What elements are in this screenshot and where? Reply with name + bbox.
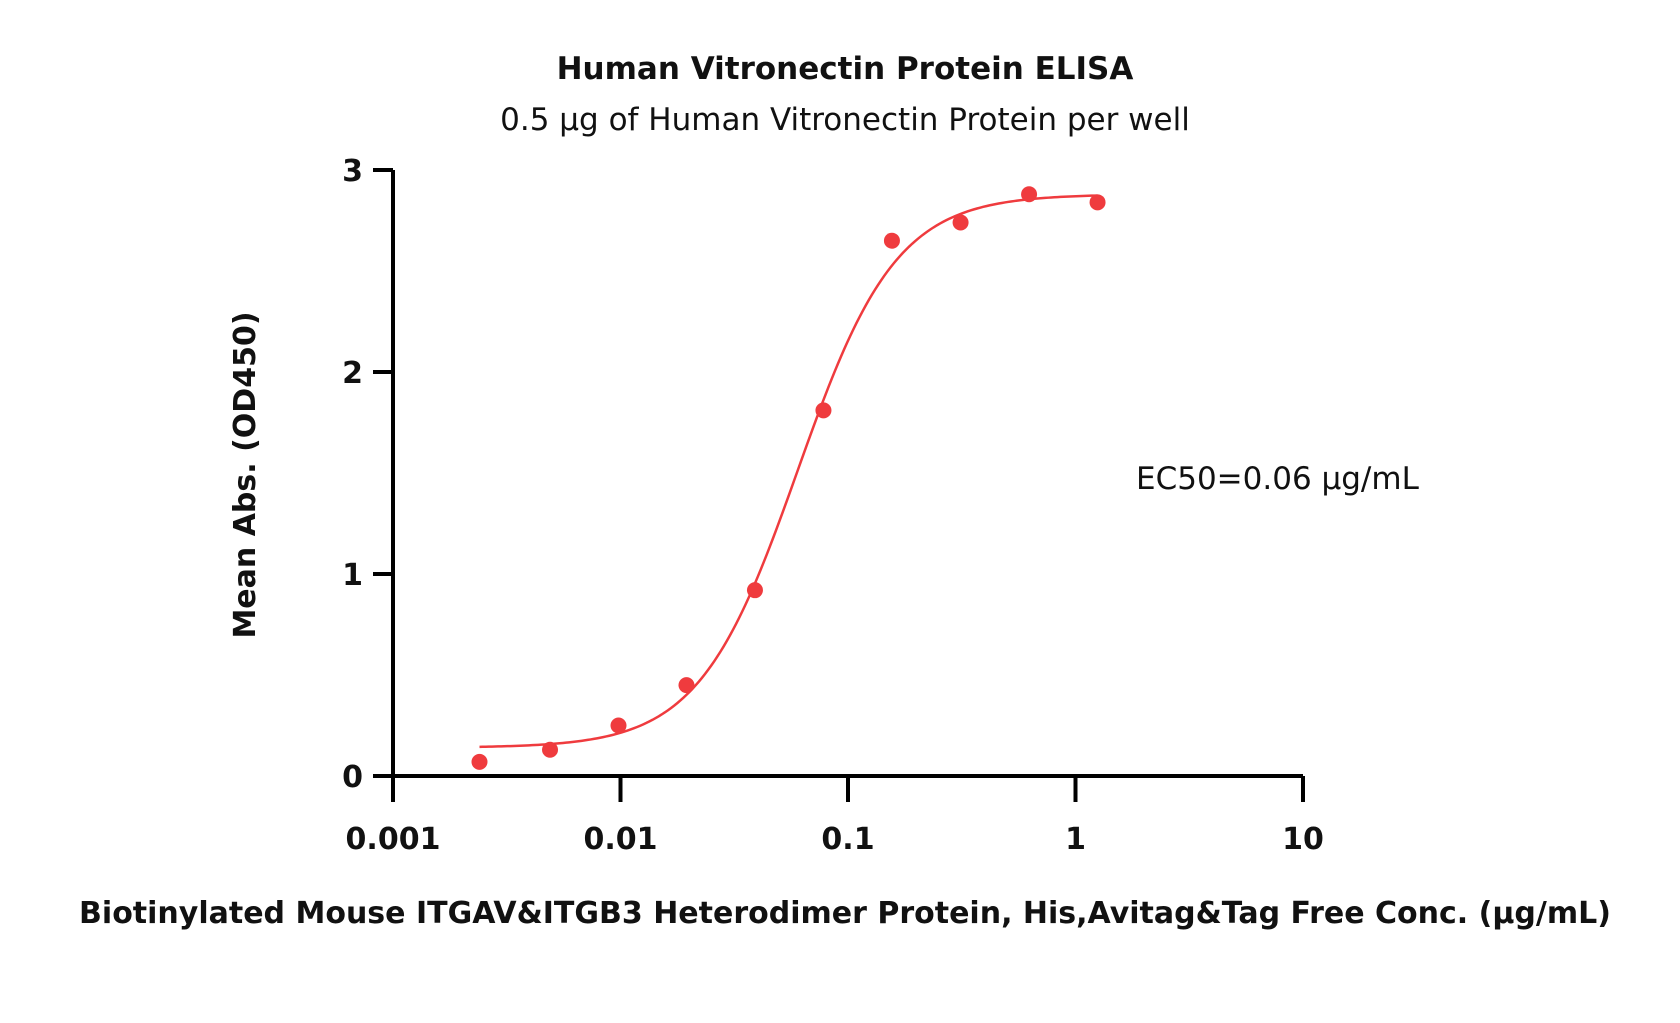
x-tick-label: 10 xyxy=(1282,822,1324,857)
ec50-annotation: EC50=0.06 μg/mL xyxy=(1136,461,1420,497)
x-tick-label: 0.001 xyxy=(346,822,441,857)
data-point xyxy=(542,741,559,758)
data-point xyxy=(678,677,695,694)
y-axis-label: Mean Abs. (OD450) xyxy=(228,311,263,638)
y-tick-label: 0 xyxy=(342,760,363,795)
data-point xyxy=(1021,186,1038,203)
x-axis-label: Biotinylated Mouse ITGAV&ITGB3 Heterodim… xyxy=(79,896,1611,931)
axes xyxy=(374,170,1303,778)
data-point xyxy=(952,214,969,231)
x-tick-label: 0.1 xyxy=(821,822,874,857)
data-point xyxy=(1089,194,1106,211)
x-tick-label: 1 xyxy=(1065,822,1086,857)
y-tick-label: 2 xyxy=(342,356,363,391)
data-point xyxy=(471,753,488,770)
data-point xyxy=(815,402,832,419)
data-point xyxy=(883,232,900,249)
x-ticks: 0.001 0.01 0.1 1 10 xyxy=(346,776,1324,857)
data-point xyxy=(610,717,627,734)
chart-subtitle: 0.5 μg of Human Vitronectin Protein per … xyxy=(500,102,1190,138)
data-points xyxy=(471,186,1106,770)
data-point xyxy=(746,582,763,599)
x-tick-label: 0.01 xyxy=(583,822,657,857)
y-tick-label: 3 xyxy=(342,154,363,189)
y-ticks: 0 1 2 3 xyxy=(342,154,393,795)
fit-curve xyxy=(479,194,1098,749)
chart-title: Human Vitronectin Protein ELISA xyxy=(557,51,1134,87)
y-tick-label: 1 xyxy=(342,558,363,593)
